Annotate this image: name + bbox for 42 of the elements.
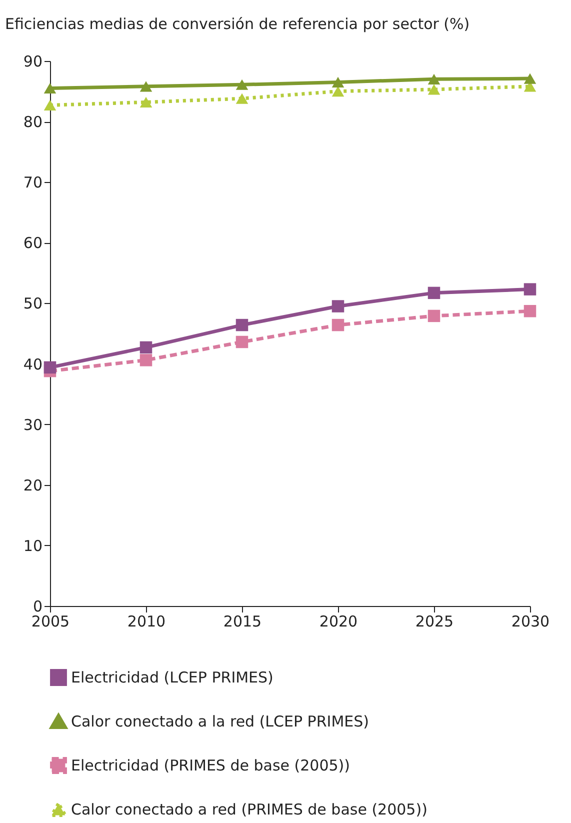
point [140,96,152,108]
x-tick-label: 2020 [319,612,358,630]
y-tick-label: 50 [23,294,42,313]
point [140,341,152,354]
point [332,76,344,88]
point [236,79,248,90]
x-tick-label: 2015 [223,612,262,630]
y-tick-label: 20 [23,476,42,494]
point [524,73,536,84]
y-tick-label: 30 [23,416,42,434]
legend-label: Electricidad (PRIMES de base (2005)) [71,756,350,774]
point [140,354,152,366]
y-tick-label: 0 [32,598,42,616]
y-tick-label: 10 [23,536,42,555]
legend-label: Calor conectado a red (PRIMES de base (2005)) [71,800,428,818]
point [428,286,440,300]
point [44,82,56,94]
x-tick-label: 2030 [511,612,550,630]
point [44,361,56,374]
point [332,300,344,312]
point [236,93,248,104]
point [44,100,56,111]
point [428,84,440,95]
x-tick-label: 2005 [31,612,70,630]
point [332,318,344,332]
y-tick-label: 40 [23,355,42,374]
y-tick-label: 80 [23,113,42,132]
x-tick-label: 2025 [415,612,454,630]
y-tick-label: 90 [23,52,42,70]
chart-title: Eficiencias medias de conversión de referencia por sector (%) [5,15,470,33]
point [428,74,440,84]
legend-label: Electricidad (LCEP PRIMES) [71,668,274,686]
point [236,336,248,348]
point [524,283,536,296]
point [428,310,440,322]
y-tick-label: 60 [23,234,42,252]
x-tick-label: 2010 [127,612,166,630]
point [140,81,152,92]
point [524,304,536,318]
y-tick-label: 70 [23,174,42,192]
legend-label: Calor conectado a la red (LCEP PRIMES) [71,712,369,730]
point [236,318,248,332]
